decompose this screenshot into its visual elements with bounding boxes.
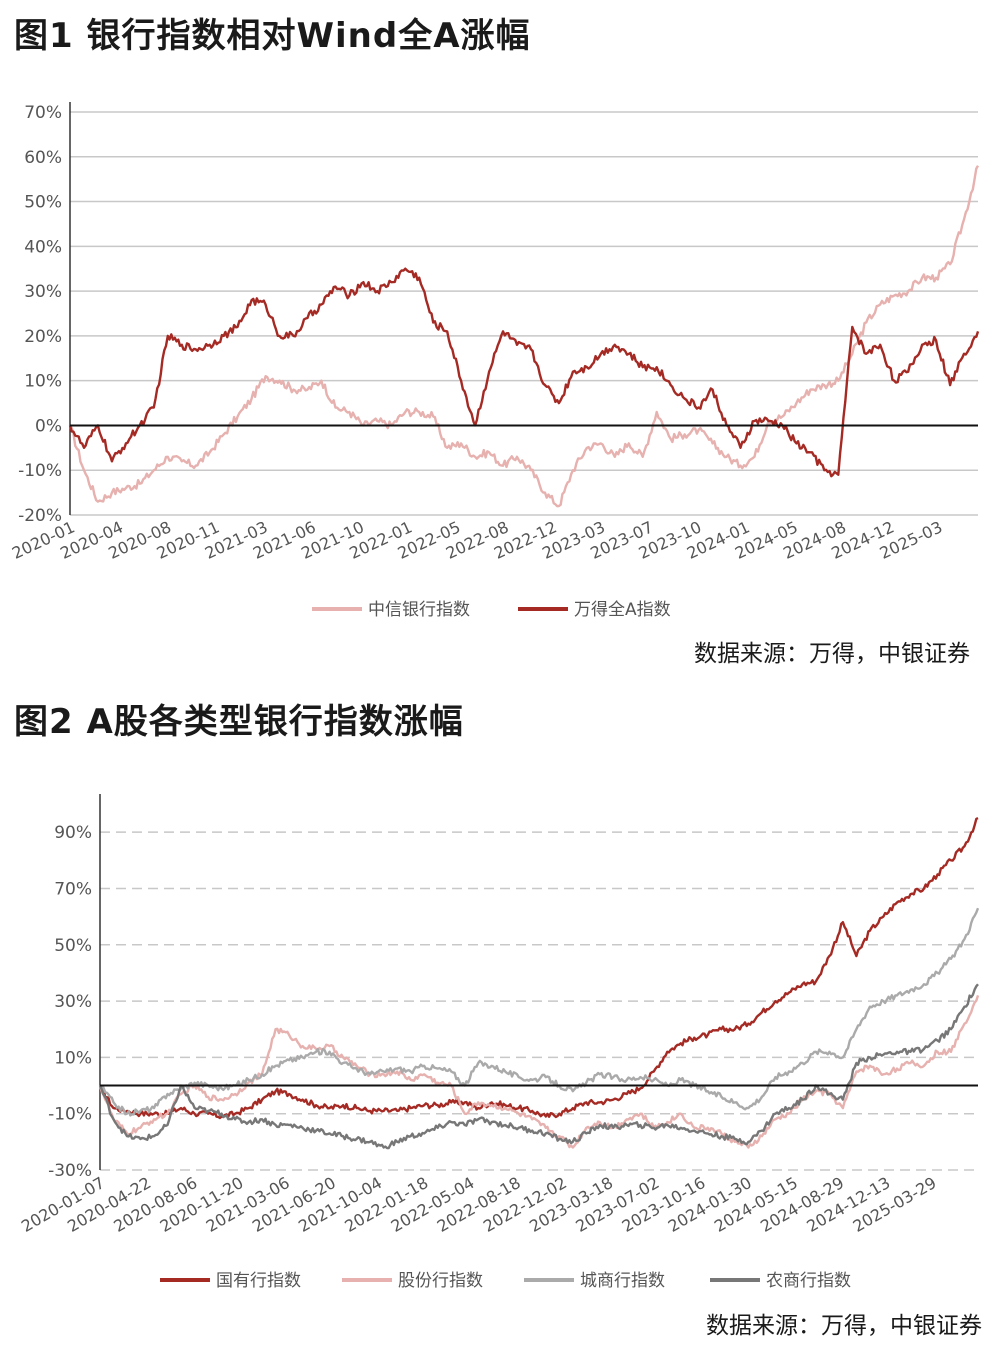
legend-label-state: 国有行指数 (216, 1271, 301, 1291)
chart2: -30%-10%10%30%50%70%90%2020-01-072020-04… (18, 794, 980, 1291)
legend-label-rural: 农商行指数 (766, 1271, 851, 1291)
figure2-source: 数据来源：万得，中银证券 (706, 1313, 982, 1339)
figure1-title: 图1 银行指数相对Wind全A涨幅 (14, 16, 531, 56)
y-tick-label: 20% (24, 327, 62, 347)
y-tick-label: 50% (54, 936, 92, 956)
y-tick-label: -20% (18, 506, 62, 526)
y-tick-label: 0% (35, 416, 62, 436)
series-line-bank (69, 165, 980, 508)
figure2-title: 图2 A股各类型银行指数涨幅 (14, 702, 464, 742)
y-tick-label: -30% (48, 1161, 92, 1181)
y-tick-label: 60% (24, 148, 62, 168)
y-tick-label: 10% (24, 372, 62, 392)
y-tick-label: 70% (54, 879, 92, 899)
y-tick-label: 70% (24, 103, 62, 123)
legend-label-joint: 股份行指数 (398, 1271, 483, 1291)
y-tick-label: 90% (54, 823, 92, 843)
series-line-city (98, 907, 980, 1117)
y-tick-label: -10% (48, 1105, 92, 1125)
series-line-rural (98, 983, 979, 1150)
y-tick-label: 30% (54, 992, 92, 1012)
y-tick-label: 10% (54, 1048, 92, 1068)
legend-label-wind: 万得全A指数 (574, 600, 671, 620)
figure1-source: 数据来源：万得，中银证券 (694, 641, 970, 667)
series-line-joint (98, 995, 980, 1149)
y-tick-label: 40% (24, 237, 62, 257)
series-line-state (99, 817, 979, 1120)
legend-label-bank: 中信银行指数 (368, 600, 470, 620)
series-line-wind (68, 267, 980, 478)
y-tick-label: 50% (24, 193, 62, 213)
y-tick-label: -10% (18, 461, 62, 481)
chart1: -20%-10%0%10%20%30%40%50%60%70%2020-0120… (9, 102, 980, 620)
legend-label-city: 城商行指数 (580, 1271, 665, 1291)
y-tick-label: 30% (24, 282, 62, 302)
